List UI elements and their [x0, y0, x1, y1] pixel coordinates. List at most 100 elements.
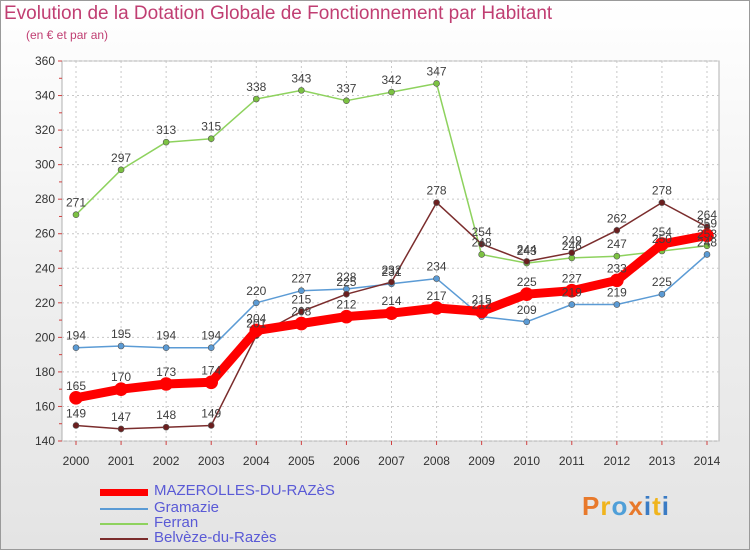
data-label-gramazie: 219	[562, 286, 582, 300]
data-label-belveze: 262	[607, 211, 627, 225]
data-point-ferran	[298, 87, 305, 94]
data-point-mazerolles	[519, 287, 534, 301]
data-point-ferran	[433, 80, 440, 87]
data-point-belveze	[162, 423, 170, 431]
y-tick-label: 340	[35, 89, 55, 103]
data-point-gramazie	[433, 275, 440, 282]
data-label-ferran: 342	[381, 73, 401, 87]
data-label-gramazie: 228	[336, 270, 356, 284]
data-label-belveze: 215	[291, 292, 311, 306]
x-tick-label: 2003	[198, 454, 225, 468]
data-label-gramazie: 195	[111, 327, 131, 341]
y-tick-label: 360	[35, 54, 55, 68]
x-tick-label: 2005	[288, 454, 315, 468]
data-label-gramazie: 194	[201, 329, 221, 343]
data-point-mazerolles	[339, 309, 354, 324]
data-label-gramazie: 219	[607, 286, 627, 300]
data-point-ferran	[388, 88, 395, 96]
data-point-belveze	[568, 249, 576, 257]
legend-label: Belvèze-du-Razès	[154, 529, 277, 546]
x-tick-label: 2004	[243, 454, 270, 468]
data-label-belveze: 149	[66, 406, 86, 420]
x-tick-label: 2013	[649, 454, 676, 468]
x-tick-label: 2012	[604, 454, 631, 468]
data-point-mazerolles	[249, 323, 264, 338]
data-point-belveze	[658, 199, 666, 206]
chart-title: Evolution de la Dotation Globale de Fonc…	[4, 3, 553, 24]
data-point-ferran	[478, 251, 485, 258]
data-label-gramazie: 194	[66, 329, 86, 343]
data-label-gramazie: 212	[472, 298, 492, 312]
data-label-belveze: 201	[246, 317, 266, 331]
data-point-mazerolles	[159, 377, 173, 391]
data-point-mazerolles	[700, 228, 714, 243]
data-label-ferran: 250	[652, 232, 672, 246]
data-point-gramazie	[72, 344, 80, 352]
legend-swatch-gramazie	[100, 508, 148, 510]
data-label-mazerolles: 259	[697, 216, 717, 230]
y-tick-label: 140	[35, 434, 55, 448]
data-point-belveze	[298, 308, 305, 315]
data-point-belveze	[433, 199, 440, 206]
legend-label: Ferran	[154, 514, 199, 531]
data-point-ferran	[207, 135, 215, 143]
proxiti-logo: Proxiti	[582, 491, 670, 522]
x-tick-label: 2001	[108, 454, 135, 468]
data-label-mazerolles: 225	[517, 275, 537, 289]
data-point-mazerolles	[69, 391, 83, 405]
data-label-ferran: 253	[697, 227, 717, 241]
data-point-gramazie	[613, 301, 621, 308]
data-label-mazerolles: 204	[246, 311, 266, 325]
plot-area	[61, 60, 720, 442]
data-point-ferran	[162, 138, 170, 146]
x-tick-label: 2008	[423, 454, 450, 468]
y-tick-label: 300	[35, 158, 55, 172]
data-label-belveze: 249	[562, 234, 582, 248]
data-point-belveze	[613, 226, 621, 234]
data-point-gramazie	[117, 342, 125, 350]
y-tick-label: 320	[35, 123, 55, 137]
data-label-mazerolles: 214	[381, 294, 401, 308]
data-label-ferran: 297	[111, 151, 131, 165]
y-tick-label: 180	[35, 365, 55, 379]
data-point-gramazie	[658, 290, 666, 298]
data-label-belveze: 148	[156, 408, 176, 422]
legend-label: Gramazie	[154, 499, 220, 516]
data-label-mazerolles: 170	[111, 370, 131, 384]
x-tick-label: 2000	[63, 454, 90, 468]
data-label-gramazie: 231	[381, 265, 401, 279]
data-label-gramazie: 248	[697, 235, 717, 249]
x-tick-label: 2010	[513, 454, 540, 468]
legend-swatch-mazerolles	[100, 489, 148, 496]
data-point-ferran	[252, 95, 260, 103]
data-label-mazerolles: 254	[652, 225, 672, 239]
y-tick-label: 280	[35, 192, 55, 206]
data-label-gramazie: 220	[246, 284, 266, 298]
data-point-mazerolles	[655, 237, 669, 251]
x-tick-label: 2009	[468, 454, 495, 468]
data-point-belveze	[343, 290, 350, 298]
y-tick-label: 220	[35, 296, 55, 310]
data-point-mazerolles	[610, 273, 624, 288]
data-point-ferran	[613, 252, 621, 260]
x-tick-label: 2011	[559, 454, 585, 468]
y-tick-label: 240	[35, 261, 55, 275]
logo-letter: o	[611, 491, 629, 521]
y-tick-label: 160	[35, 399, 55, 413]
data-label-ferran: 271	[66, 196, 86, 210]
data-label-belveze: 225	[336, 275, 356, 289]
logo-letter: r	[600, 491, 612, 521]
data-label-belveze: 278	[652, 184, 672, 198]
logo-letter: t	[652, 491, 662, 521]
data-label-mazerolles: 215	[472, 292, 492, 306]
chart-subtitle: (en € et par an)	[26, 28, 109, 42]
data-point-ferran	[72, 211, 80, 219]
logo-letter: P	[582, 491, 601, 521]
data-label-belveze: 278	[427, 184, 447, 198]
data-label-belveze: 149	[201, 406, 221, 420]
x-tick-label: 2014	[694, 454, 721, 468]
data-point-ferran	[117, 166, 125, 174]
data-label-gramazie: 227	[291, 272, 311, 286]
data-label-mazerolles: 174	[201, 363, 221, 377]
data-point-mazerolles	[429, 301, 444, 315]
